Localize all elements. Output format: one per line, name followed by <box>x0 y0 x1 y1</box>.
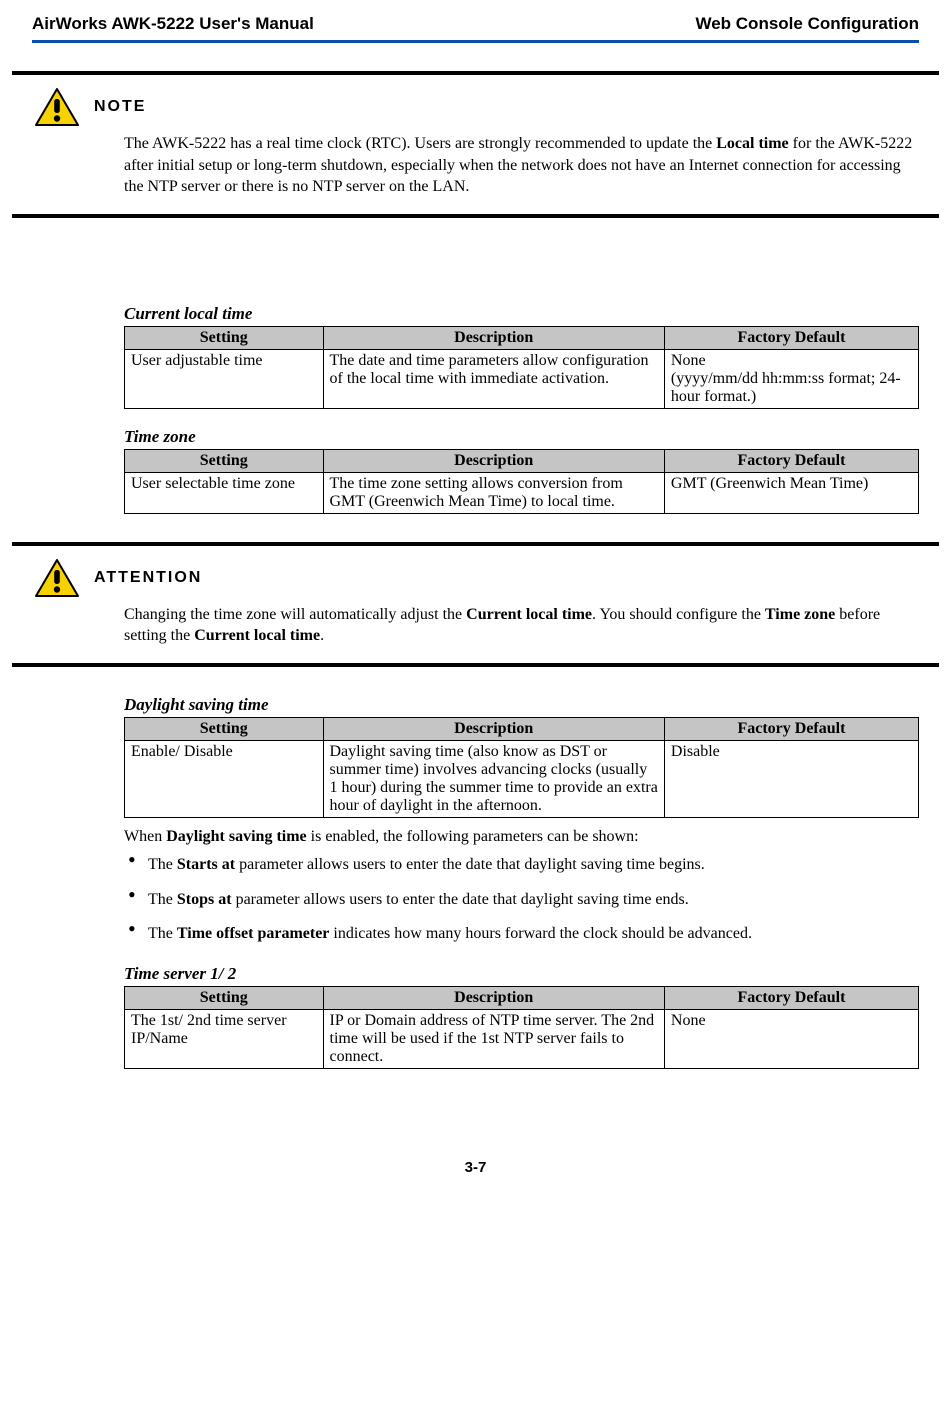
dl-setting: Enable/ Disable <box>125 740 324 817</box>
warning-icon <box>34 558 80 598</box>
current-local-time-table: Setting Description Factory Default User… <box>124 326 919 409</box>
table-header-row: Setting Description Factory Default <box>125 326 919 349</box>
table-row: User selectable time zone The time zone … <box>125 472 919 513</box>
clt-default-l2: (yyyy/mm/dd hh:mm:ss format; 24-hour for… <box>671 370 901 405</box>
ts-setting: The 1st/ 2nd time server IP/Name <box>125 1009 324 1068</box>
att-t4: . <box>320 627 324 644</box>
list-item: The Time offset parameter indicates how … <box>124 923 919 945</box>
b0-bold: Starts at <box>177 856 235 873</box>
list-item: The Starts at parameter allows users to … <box>124 854 919 876</box>
b1-pre: The <box>148 891 177 908</box>
daylight-bullets: The Starts at parameter allows users to … <box>124 854 919 945</box>
page-number: 3-7 <box>32 1159 919 1176</box>
dl-at-t1: When <box>124 828 166 845</box>
note-label: NOTE <box>94 98 146 116</box>
tz-setting: User selectable time zone <box>125 472 324 513</box>
dl-description: Daylight saving time (also know as DST o… <box>323 740 664 817</box>
att-t1: Changing the time zone will automaticall… <box>124 606 466 623</box>
current-local-time-title: Current local time <box>124 304 919 324</box>
header-left: AirWorks AWK-5222 User's Manual <box>32 14 314 34</box>
th-setting: Setting <box>125 326 324 349</box>
note-bold-1: Local time <box>716 135 788 152</box>
clt-default: None (yyyy/mm/dd hh:mm:ss format; 24-hou… <box>664 349 918 408</box>
attention-callout: ATTENTION Changing the time zone will au… <box>12 542 939 667</box>
th-default: Factory Default <box>664 717 918 740</box>
th-default: Factory Default <box>664 326 918 349</box>
table-header-row: Setting Description Factory Default <box>125 986 919 1009</box>
note-text-1: The AWK-5222 has a real time clock (RTC)… <box>124 135 716 152</box>
th-description: Description <box>323 449 664 472</box>
time-server-title: Time server 1/ 2 <box>124 964 919 984</box>
page-header: AirWorks AWK-5222 User's Manual Web Cons… <box>32 14 919 34</box>
attention-body: Changing the time zone will automaticall… <box>124 604 917 647</box>
b0-post: parameter allows users to enter the date… <box>235 856 705 873</box>
time-zone-table: Setting Description Factory Default User… <box>124 449 919 514</box>
daylight-table: Setting Description Factory Default Enab… <box>124 717 919 818</box>
list-item: The Stops at parameter allows users to e… <box>124 889 919 911</box>
note-callout: NOTE The AWK-5222 has a real time clock … <box>12 71 939 218</box>
tz-default: GMT (Greenwich Mean Time) <box>664 472 918 513</box>
table-row: Enable/ Disable Daylight saving time (al… <box>125 740 919 817</box>
th-default: Factory Default <box>664 986 918 1009</box>
time-server-table: Setting Description Factory Default The … <box>124 986 919 1069</box>
tz-description: The time zone setting allows conversion … <box>323 472 664 513</box>
th-description: Description <box>323 986 664 1009</box>
att-b3: Current local time <box>194 627 320 644</box>
time-zone-title: Time zone <box>124 427 919 447</box>
th-setting: Setting <box>125 986 324 1009</box>
warning-icon <box>34 87 80 127</box>
clt-description: The date and time parameters allow confi… <box>323 349 664 408</box>
th-default: Factory Default <box>664 449 918 472</box>
table-row: User adjustable time The date and time p… <box>125 349 919 408</box>
dl-at-b1: Daylight saving time <box>166 828 306 845</box>
attention-label: ATTENTION <box>94 569 202 587</box>
dl-at-t2: is enabled, the following parameters can… <box>307 828 639 845</box>
dl-default: Disable <box>664 740 918 817</box>
th-setting: Setting <box>125 449 324 472</box>
table-header-row: Setting Description Factory Default <box>125 717 919 740</box>
b2-post: indicates how many hours forward the clo… <box>329 925 752 942</box>
th-setting: Setting <box>125 717 324 740</box>
att-b2: Time zone <box>765 606 835 623</box>
b0-pre: The <box>148 856 177 873</box>
daylight-title: Daylight saving time <box>124 695 919 715</box>
b2-bold: Time offset parameter <box>177 925 330 942</box>
th-description: Description <box>323 717 664 740</box>
daylight-after-text: When Daylight saving time is enabled, th… <box>124 826 919 848</box>
header-right: Web Console Configuration <box>695 14 919 34</box>
b2-pre: The <box>148 925 177 942</box>
clt-setting: User adjustable time <box>125 349 324 408</box>
ts-default: None <box>664 1009 918 1068</box>
att-t2: . You should configure the <box>592 606 765 623</box>
table-header-row: Setting Description Factory Default <box>125 449 919 472</box>
clt-default-l1: None <box>671 352 706 369</box>
att-b1: Current local time <box>466 606 592 623</box>
b1-post: parameter allows users to enter the date… <box>232 891 689 908</box>
header-rule <box>32 40 919 43</box>
b1-bold: Stops at <box>177 891 232 908</box>
note-body: The AWK-5222 has a real time clock (RTC)… <box>124 133 917 198</box>
ts-description: IP or Domain address of NTP time server.… <box>323 1009 664 1068</box>
th-description: Description <box>323 326 664 349</box>
table-row: The 1st/ 2nd time server IP/Name IP or D… <box>125 1009 919 1068</box>
